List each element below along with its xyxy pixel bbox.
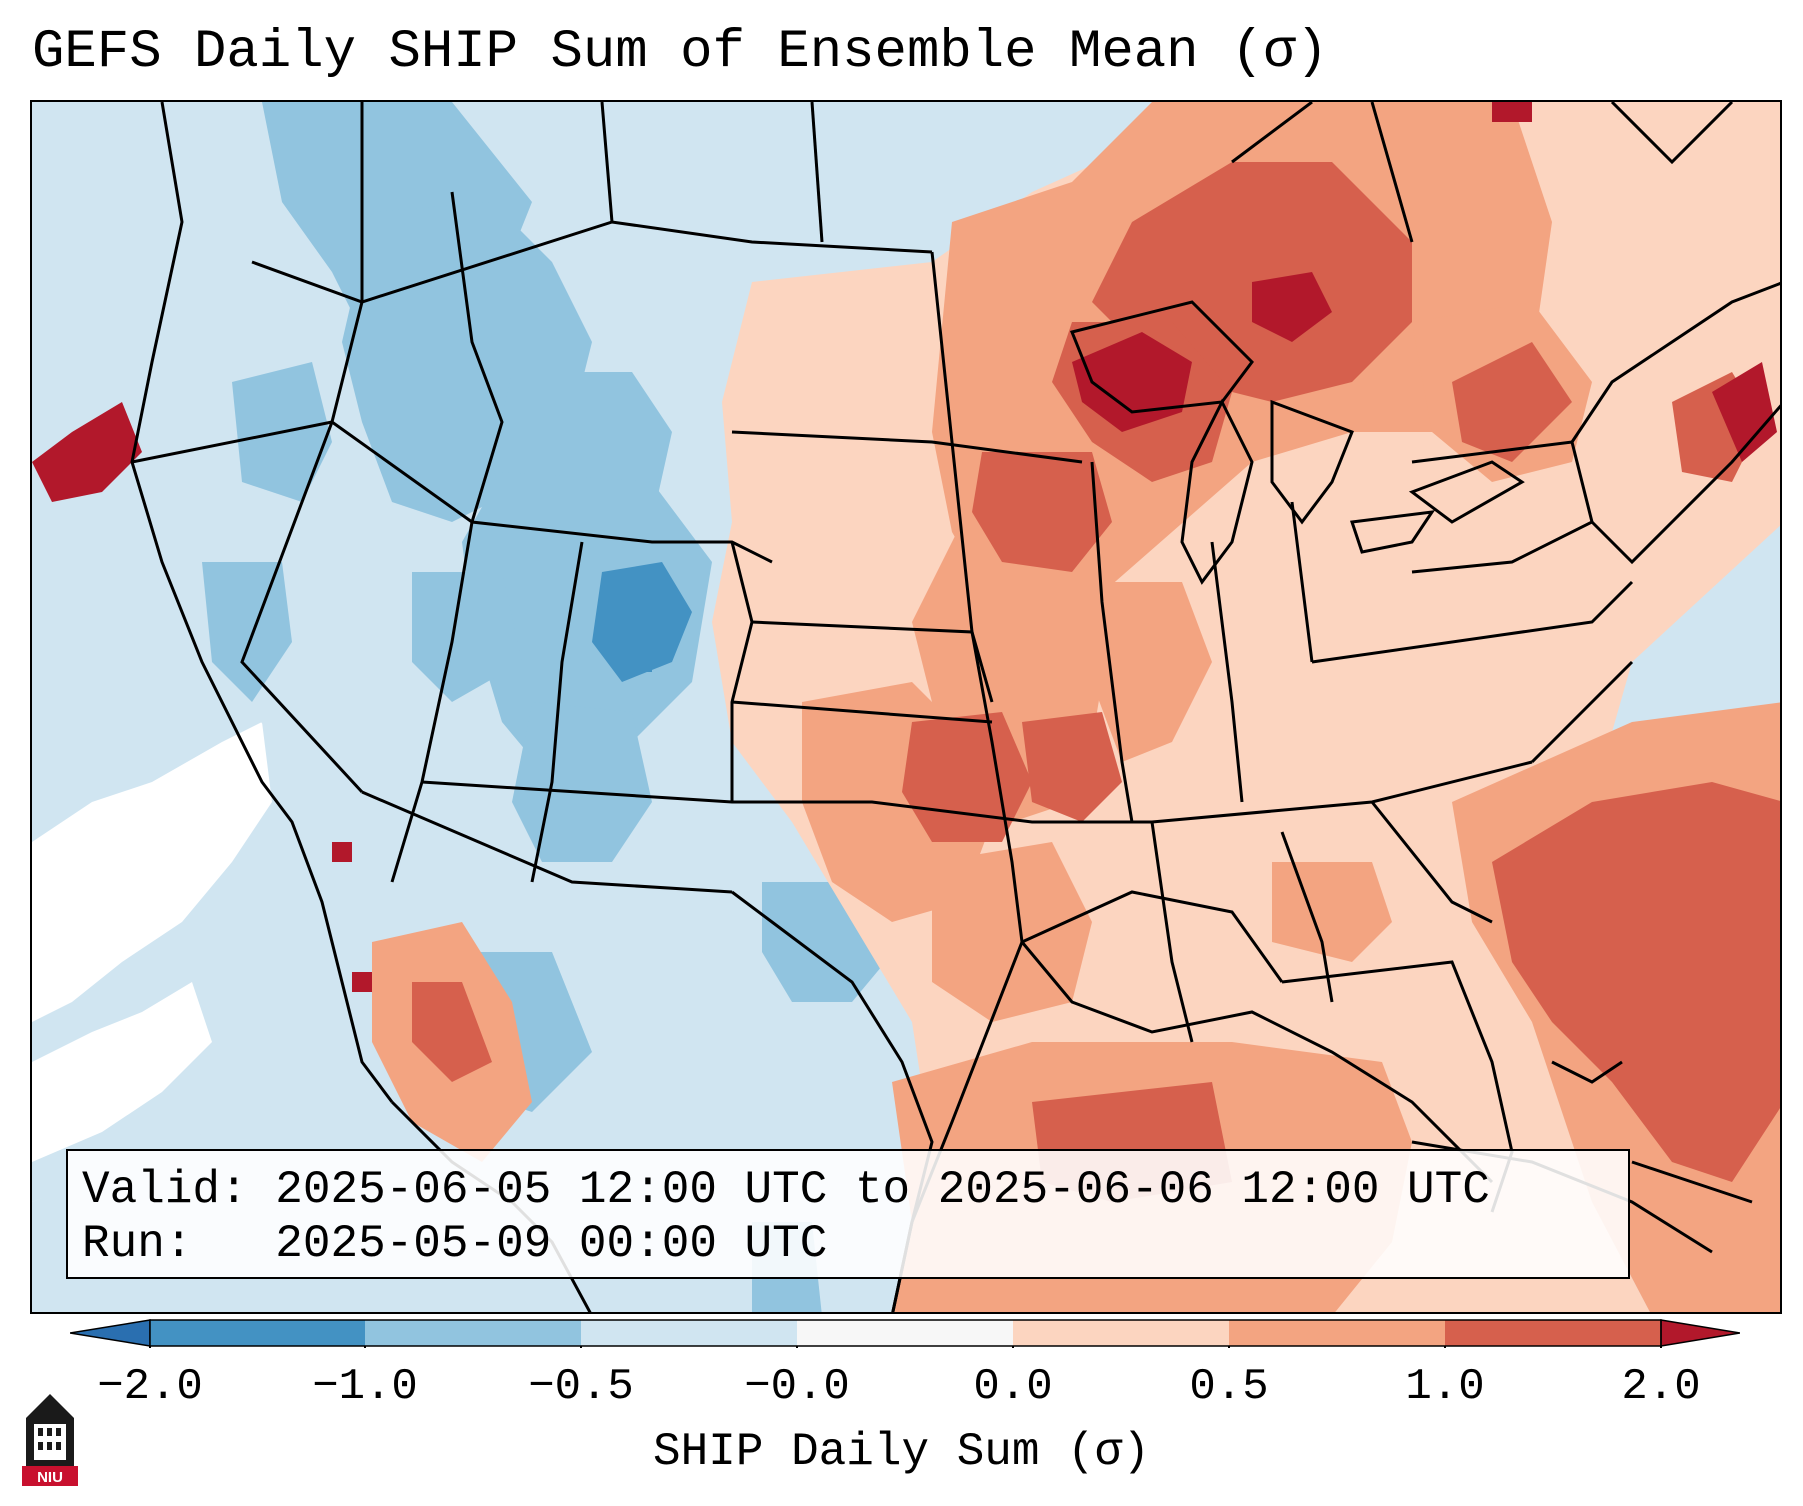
colorbar-tick-label: −2.0 [97,1362,203,1412]
logo-text: NIU [37,1469,63,1486]
colorbar-segment [365,1320,581,1346]
colorbar-ticks [149,1346,1662,1348]
valid-label: Valid: [82,1164,248,1216]
colorbar-tick-label: −1.0 [312,1362,418,1412]
anomaly-map [32,102,1780,1312]
colorbar-segment [150,1320,365,1346]
colorbar-tick-label: 0.0 [973,1362,1053,1412]
chart-title: GEFS Daily SHIP Sum of Ensemble Mean (σ) [32,22,1329,83]
colorbar [70,1319,1740,1348]
colorbar-tick-label: 2.0 [1621,1362,1701,1412]
colorbar-outline [149,1319,1662,1347]
colorbar-segment [1013,1320,1229,1346]
colorbar-segment [1229,1320,1445,1346]
map-panel [30,100,1782,1314]
colorbar-over-arrow [1660,1319,1740,1347]
colorbar-tick-label: 1.0 [1405,1362,1485,1412]
validity-info-box: Valid: 2025-06-05 12:00 UTC to 2025-06-0… [66,1149,1630,1279]
dark-red-regions [32,102,1777,992]
colorbar-title: SHIP Daily Sum (σ) [653,1426,1150,1478]
valid-value: 2025-06-05 12:00 UTC to 2025-06-06 12:00… [275,1164,1490,1216]
colorbar-tick-label: −0.0 [744,1362,850,1412]
colorbar-under-arrow [70,1319,151,1347]
niu-tower-logo-icon: NIU [22,1394,78,1486]
run-label: Run: [82,1218,193,1270]
colorbar-segment [797,1320,1013,1346]
run-value: 2025-05-09 00:00 UTC [275,1218,828,1270]
colorbar-segment [1445,1320,1661,1346]
run-line: Run: 2025-05-09 00:00 UTC [82,1217,1628,1271]
colorbar-tick-label: 0.5 [1189,1362,1269,1412]
colorbar-tick-label: −0.5 [528,1362,634,1412]
valid-line: Valid: 2025-06-05 12:00 UTC to 2025-06-0… [82,1163,1628,1217]
blue-core [592,562,692,682]
colorbar-segment [581,1320,797,1346]
